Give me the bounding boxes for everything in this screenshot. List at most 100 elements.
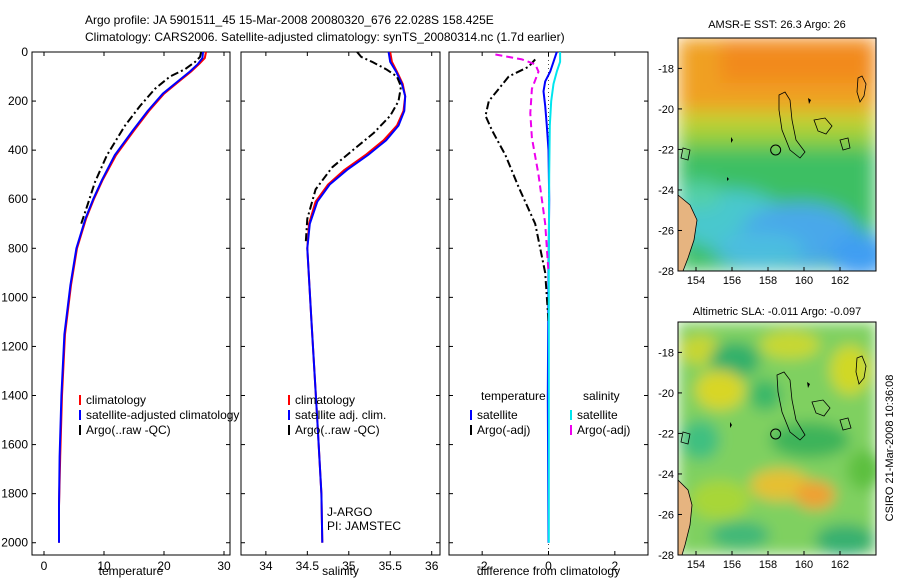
sla_map-xtick-label: 158: [759, 559, 777, 571]
difference-xtick-label: 2: [611, 559, 618, 573]
sst-field: [678, 38, 876, 271]
difference-series-line: [547, 52, 562, 543]
title-line-1: Argo profile: JA 5901511_45 15-Mar-2008 …: [85, 13, 494, 27]
difference-series-line: [484, 58, 550, 322]
sla-islet-2: [730, 422, 732, 428]
sla_map-ytick-label: -24: [658, 469, 674, 481]
diff-legend-title-salinity: salinity: [583, 389, 620, 403]
sst_map-xtick-label: 154: [687, 275, 705, 287]
diff-legend-sal-argo: Argo(-adj): [577, 423, 630, 437]
depth-tick-label: 1800: [1, 487, 28, 501]
sla-reef-5: [680, 431, 691, 445]
sst_map-ytick-label: -22: [658, 144, 674, 156]
sla_map-ytick-label: -20: [658, 388, 674, 400]
sst_map-float-marker: [770, 144, 782, 156]
salinity-xtick-label: 35.5: [379, 559, 403, 573]
sst_map-ytick-label: -20: [658, 104, 674, 116]
diff-legend-temp-satellite: satellite: [477, 408, 518, 422]
sla_map-xtick-label: 156: [723, 559, 741, 571]
sst-islet-3: [727, 177, 729, 181]
sst-reef-4: [856, 75, 867, 103]
temperature-legend-label: Argo(..raw -QC): [86, 423, 171, 437]
temperature-legend-label: satellite-adjusted climatology: [86, 408, 239, 422]
sla_map-ytick-label: -22: [658, 428, 674, 440]
depth-tick-label: 800: [8, 241, 28, 255]
sla_map-xtick-label: 154: [687, 559, 705, 571]
difference-series-line: [495, 53, 550, 273]
diff-legend-sal-satellite: satellite: [577, 408, 618, 422]
salinity-series-line: [306, 51, 407, 543]
depth-tick-label: 200: [8, 94, 28, 108]
sla_map-ytick-label: -26: [658, 509, 674, 521]
sla_map-ytick-label: -28: [658, 550, 674, 562]
sla_map-float-marker: [770, 428, 782, 440]
salinity-legend-label: satellite adj. clim.: [295, 408, 386, 422]
salinity-series-line: [304, 51, 402, 244]
profile-panels: 0 10 20 30020040060080010001200140016001800…: [1, 45, 649, 578]
temperature-series-line: [58, 51, 207, 543]
temperature-xtick-label: 0: [41, 559, 48, 573]
sla_map-ytick-label: -18: [658, 347, 674, 359]
title-line-2: Climatology: CARS2006. Satellite-adjuste…: [85, 30, 565, 44]
sst-islet-2: [731, 137, 733, 143]
side-timestamp-label: CSIRO 21-Mar-2008 10:36:08: [884, 375, 896, 522]
depth-tick-label: 2000: [1, 536, 28, 550]
sla-islet-1: [807, 382, 810, 388]
sla_map-frame: [677, 321, 877, 556]
salinity-legend-label: Argo(..raw -QC): [295, 423, 380, 437]
sst_map-ytick-label: -24: [658, 185, 674, 197]
depth-tick-label: 600: [8, 192, 28, 206]
salinity-xlabel: salinity: [322, 564, 359, 578]
temperature-series-line: [58, 51, 204, 543]
sst-reef-1: [778, 91, 806, 159]
temperature-xtick-label: 30: [217, 559, 231, 573]
sst_map-frame: [677, 37, 877, 272]
sst-map-axes: 154 156 158 160 162 -18 -20 -22 -24 -26 -28: [658, 37, 877, 287]
profile-panel-temperature: 0 10 20 30 0 200 400 600 800 1000 1200 1400 1600 1800…: [1, 45, 239, 578]
pi-label: PI: JAMSTEC: [327, 519, 401, 533]
temperature-xlabel: temperature: [99, 564, 164, 578]
depth-tick-label: 1000: [1, 290, 28, 304]
depth-tick-label: 1400: [1, 389, 28, 403]
sst_map-xtick-label: 160: [795, 275, 813, 287]
sst-reef-2: [813, 117, 833, 135]
salinity-xtick-label: 35: [342, 559, 356, 573]
temperature-series-line: [80, 51, 203, 225]
sla-map-title: Altimetric SLA: -0.011 Argo: -0.097: [693, 306, 862, 318]
temperature-xtick-label: 20: [157, 559, 171, 573]
sla-reef-2: [811, 399, 831, 417]
temperature-frame: [31, 51, 231, 556]
sst_map-ytick-label: -28: [658, 266, 674, 278]
sla_map-xtick-label: 160: [795, 559, 813, 571]
sla-reef-4: [855, 355, 867, 385]
sst_map-xtick-label: 156: [723, 275, 741, 287]
sst-map-title: AMSR-E SST: 26.3 Argo: 26: [708, 19, 846, 31]
sla-field: [678, 322, 876, 555]
sla-map-axes: 154 156 158 160 162 -18 -20 -22 -24 -26 -28: [658, 321, 877, 571]
profile-panel-salinity: 34 34.5 35 35.5 36 salinity climatologysatelli…: [240, 51, 441, 578]
salinity-series-line: [306, 51, 407, 543]
sst-reef-5: [680, 147, 691, 161]
sst_map-xtick-label: 158: [759, 275, 777, 287]
depth-tick-label: 1600: [1, 438, 28, 452]
temperature-legend-label: climatology: [86, 393, 146, 407]
sst-reef-3: [839, 137, 851, 151]
sst_map-ytick-label: -18: [658, 63, 674, 75]
salinity-xtick-label: 36: [425, 559, 439, 573]
salinity-frame: [240, 51, 441, 556]
data-center-label: J-ARGO: [327, 505, 372, 519]
sla_map-xtick-label: 162: [831, 559, 849, 571]
sst_map-xtick-label: 162: [831, 275, 849, 287]
sst-map: AMSR-E SST: 26.3 Argo: 26 154 156 158 16: [658, 19, 877, 287]
depth-tick-label: 0: [21, 45, 28, 59]
depth-tick-label: 400: [8, 143, 28, 157]
difference-xtick-label: 0: [545, 559, 552, 573]
sla-map: Altimetric SLA: -0.011 Argo: -0.097: [658, 306, 877, 571]
diff-legend-title-temperature: temperature: [481, 389, 546, 403]
sst_map-ytick-label: -26: [658, 225, 674, 237]
difference-xtick-label: -2: [477, 559, 488, 573]
temperature-xtick-label: 10: [97, 559, 111, 573]
sst-islet-1: [808, 98, 811, 104]
difference-xlabel: difference from climatology: [477, 564, 620, 578]
